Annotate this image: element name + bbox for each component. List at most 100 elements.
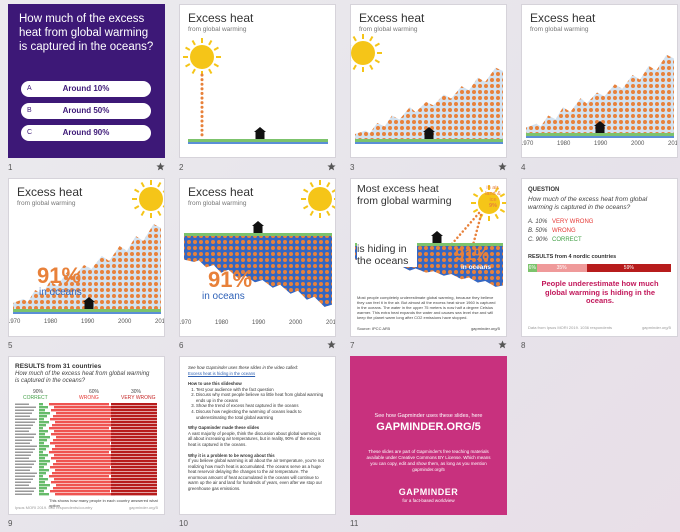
stripe [50,418,110,421]
stripe [51,481,111,484]
stripe [111,409,157,412]
stripe [111,430,157,433]
star-icon[interactable] [327,340,336,349]
country-label [15,415,30,417]
star-icon[interactable] [327,162,336,171]
country-label [15,409,34,411]
excess-heat [526,54,674,133]
country-label [15,460,36,462]
slide[interactable]: Excess heat from global warming 91% in o… [8,178,165,337]
stripe [56,460,116,463]
slide-number: 11 [350,519,359,528]
slide-number: 7 [350,341,355,350]
stripe [39,412,50,415]
answer-option[interactable]: A Around 10% [21,81,151,97]
slide-number: 6 [179,341,184,350]
country-label [15,487,36,489]
country-label [15,403,29,405]
excess-heat [355,67,503,139]
year-label: 2010 [155,319,165,325]
option-letter: A [27,85,32,92]
stripe [56,436,116,439]
stripe [51,433,111,436]
bar-label: 59% [623,265,634,271]
stripe [39,475,43,478]
stripe [39,448,46,451]
option-text: Around 10% [62,84,110,93]
stripe [55,469,115,472]
credit: gapminder.org/5 [642,325,671,330]
stripe [111,406,157,409]
slide[interactable]: Excess heat from global warming 91% in o… [179,178,336,337]
slide[interactable]: Excess heat from global warming [179,4,336,158]
year-label: 2000 [118,319,132,325]
house [254,127,266,139]
body: Most people completely underestimate glo… [357,295,496,320]
section-title: Why Gapminder made these slides [188,425,260,431]
big-caption: in oceans [202,291,245,302]
stripe [39,436,50,439]
illustration [183,38,328,144]
license: These slides are part of Gapminder's fre… [366,449,491,472]
slide[interactable]: Excess heat from global warming [350,4,507,158]
stripe [49,427,109,430]
stripe [111,487,157,490]
bar-segment: 59% [586,264,671,272]
slide[interactable]: QUESTION How much of the excess heat fro… [521,178,678,337]
answer: B. 50% [528,228,548,234]
bar-label: 35% [556,265,567,271]
slide[interactable]: RESULTS from 31 countries How much of th… [8,356,165,515]
stripe [111,481,157,484]
stripe [50,490,110,493]
sun-ray [331,205,335,209]
stripe [39,445,49,448]
stripe [39,487,47,490]
stripe [55,493,115,496]
sun-ray [213,63,219,68]
url[interactable]: GAPMINDER.ORG/5 [376,421,481,433]
illustration [351,34,503,144]
paragraph: If you believe global warming is all abo… [188,458,324,491]
subtitle: from global warming [188,200,247,207]
star-icon[interactable] [498,340,507,349]
star-icon[interactable] [498,162,507,171]
slide[interactable]: See how Gapminder uses these slides, her… [350,356,507,515]
stripe [111,421,157,424]
stripe [111,448,157,451]
verdict: VERY WRONG [552,219,594,225]
sun-ray [157,182,162,188]
stripe [52,424,112,427]
video-link[interactable]: Excess heat is hiding in the oceans [188,370,256,376]
slide[interactable]: How much of the excess heat from global … [8,4,165,158]
country-label [15,466,32,468]
slide-number: 9 [8,519,13,528]
stripe [39,427,43,430]
title: Excess heat [530,11,596,25]
title: Excess heat [359,11,425,25]
year-label: 1980 [44,319,58,325]
stripe [39,469,49,472]
stripe [39,439,47,442]
slide[interactable]: See how Gapminder uses these slides in t… [179,356,336,515]
stripe [52,448,112,451]
section-title: How to use this slideshow [188,381,242,387]
country-label [15,463,34,465]
answer: C. 90% [528,237,548,243]
slide[interactable]: Excess heat from global warming 1970 1980… [521,4,678,158]
stripe [111,493,157,496]
stripe [39,481,45,484]
answer-option[interactable]: C Around 90% [21,125,151,141]
stripe [39,460,50,463]
year-label: 1980 [215,320,229,326]
stripe [39,454,48,457]
title-continued: is hiding in the oceans [357,243,417,268]
results: RESULTS from 4 nordic countries [528,254,617,260]
sun-ray [208,68,213,74]
star-icon[interactable] [156,162,165,171]
year-label: 1970 [179,320,192,326]
answer-option[interactable]: B Around 50% [21,103,151,119]
stripe [39,424,46,427]
sun-ray [331,189,335,193]
slide[interactable]: Most excess heat from global warming is … [350,178,507,337]
illustration [184,180,335,307]
